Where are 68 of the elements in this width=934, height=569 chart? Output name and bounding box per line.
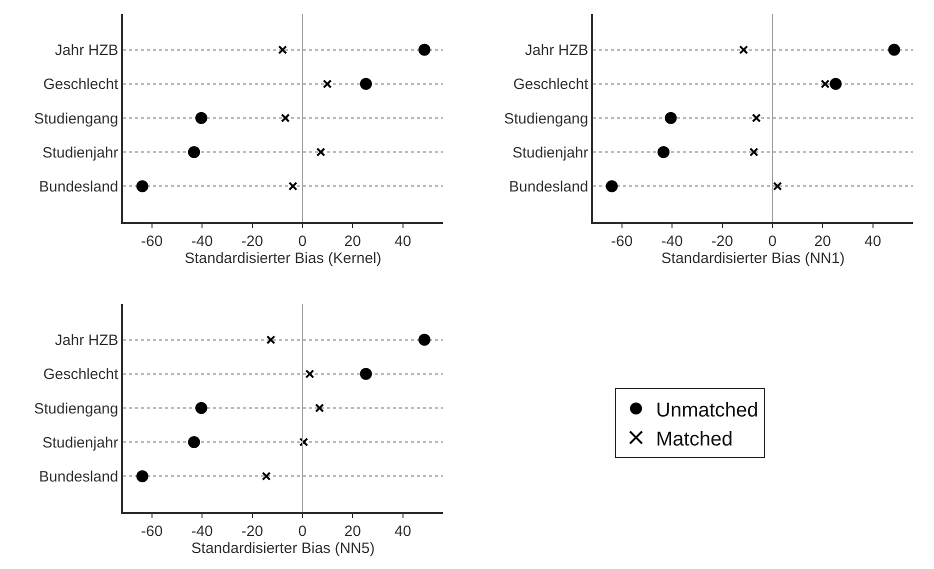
point bbox=[739, 45, 748, 54]
x-tick-label: 0 bbox=[298, 232, 307, 250]
point bbox=[316, 148, 326, 157]
legend-label: Unmatched bbox=[656, 399, 758, 422]
x-tick-label: 20 bbox=[344, 232, 361, 250]
point bbox=[136, 470, 148, 482]
point bbox=[360, 78, 372, 90]
point bbox=[772, 182, 782, 191]
point bbox=[278, 45, 288, 54]
point bbox=[360, 368, 372, 380]
legend-label: Matched bbox=[656, 428, 733, 450]
point bbox=[888, 44, 900, 56]
y-tick-label: Bundesland bbox=[39, 178, 118, 196]
point bbox=[299, 438, 308, 447]
x-tick-label: 20 bbox=[344, 522, 361, 540]
point bbox=[280, 114, 290, 122]
point bbox=[195, 112, 208, 124]
y-tick-label: Studienjahr bbox=[42, 144, 118, 162]
y-tick-label: Jahr HZB bbox=[524, 42, 588, 60]
point bbox=[322, 79, 332, 88]
y-tick-label: Studiengang bbox=[34, 400, 118, 418]
point bbox=[658, 146, 670, 158]
point bbox=[195, 402, 208, 414]
point bbox=[820, 79, 830, 88]
x-tick-label: -60 bbox=[141, 522, 163, 540]
point bbox=[752, 114, 761, 122]
x-tick-label: -60 bbox=[611, 232, 633, 250]
x-tick-label: 0 bbox=[298, 522, 307, 540]
point bbox=[288, 182, 298, 191]
y-tick-label: Geschlecht bbox=[43, 366, 120, 384]
x-tick-label: -60 bbox=[141, 232, 163, 250]
x-tick-label: 0 bbox=[768, 232, 777, 250]
y-tick-label: Studiengang bbox=[504, 110, 588, 128]
point bbox=[315, 404, 324, 412]
x-axis-title: Standardisierter Bias (NN1) bbox=[661, 250, 845, 267]
x-tick-label: -40 bbox=[191, 232, 213, 250]
y-tick-label: Bundesland bbox=[509, 178, 588, 196]
point bbox=[266, 335, 276, 344]
y-tick-label: Jahr HZB bbox=[54, 332, 118, 350]
x-tick-label: 20 bbox=[814, 232, 831, 250]
point bbox=[749, 148, 758, 157]
x-axis-title: Standardisierter Bias (NN5) bbox=[191, 540, 375, 557]
point bbox=[188, 436, 200, 448]
x-tick-label: -40 bbox=[191, 522, 213, 540]
x-tick-label: -40 bbox=[661, 232, 683, 250]
point bbox=[188, 146, 200, 158]
point bbox=[262, 472, 271, 481]
x-tick-label: -20 bbox=[241, 522, 264, 540]
point bbox=[830, 78, 842, 90]
x-axis-title: Standardisierter Bias (Kernel) bbox=[184, 250, 382, 267]
x-tick-label: 40 bbox=[394, 232, 412, 250]
x-tick-label: 40 bbox=[394, 522, 412, 540]
point bbox=[664, 112, 677, 124]
point bbox=[606, 180, 618, 192]
y-tick-label: Bundesland bbox=[39, 468, 118, 486]
y-tick-label: Studienjahr bbox=[42, 434, 118, 452]
y-tick-label: Jahr HZB bbox=[54, 42, 118, 60]
y-tick-label: Geschlecht bbox=[43, 76, 120, 94]
y-tick-label: Studiengang bbox=[34, 110, 118, 128]
point bbox=[418, 334, 430, 346]
x-tick-label: -20 bbox=[711, 232, 734, 250]
y-tick-label: Studienjahr bbox=[512, 144, 588, 162]
x-tick-label: 40 bbox=[864, 232, 882, 250]
point bbox=[418, 44, 430, 56]
x-tick-label: -20 bbox=[241, 232, 264, 250]
y-tick-label: Geschlecht bbox=[513, 76, 590, 94]
point bbox=[305, 369, 314, 378]
point bbox=[136, 180, 148, 192]
